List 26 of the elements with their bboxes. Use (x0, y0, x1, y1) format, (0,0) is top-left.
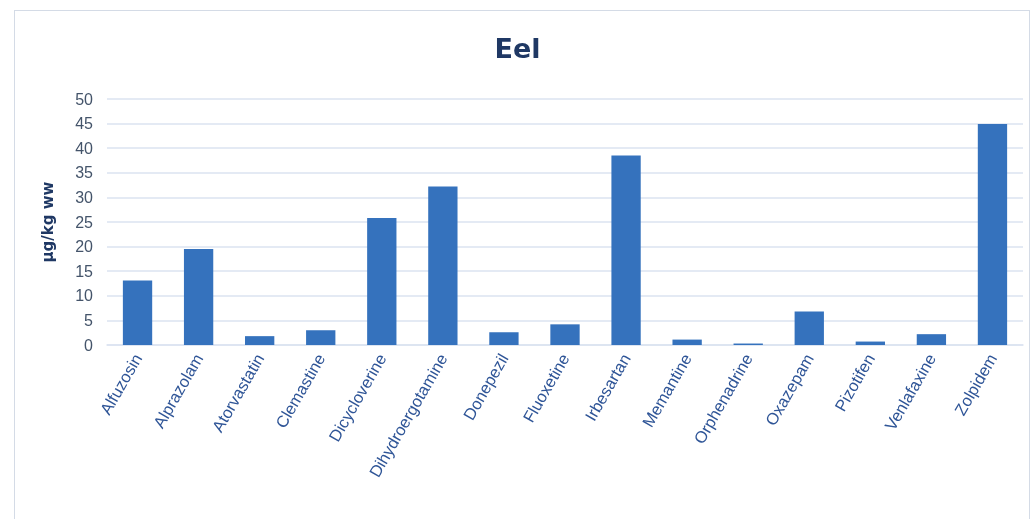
bar (916, 334, 947, 345)
chart-title: Eel (494, 33, 541, 64)
y-tick-label: 45 (75, 115, 94, 133)
y-tick-label: 10 (75, 287, 94, 305)
bar (550, 324, 580, 345)
y-tick-label: 30 (75, 188, 94, 206)
bar (489, 332, 519, 345)
bar (977, 124, 1008, 345)
y-tick-label: 15 (75, 262, 94, 280)
bar (794, 311, 824, 345)
bar (183, 249, 214, 345)
bar (428, 186, 458, 345)
bar (367, 218, 397, 345)
y-tick-label: 20 (75, 238, 94, 256)
bar (245, 336, 275, 345)
bar (306, 330, 336, 345)
bar (611, 155, 641, 345)
y-tick-label: 40 (75, 139, 94, 157)
bar (672, 339, 702, 345)
y-axis-title: µg/kg ww (38, 181, 57, 263)
y-tick-label: 50 (75, 90, 94, 108)
y-tick-label: 35 (75, 164, 94, 182)
y-tick-label: 25 (75, 213, 94, 231)
y-tick-label: 5 (84, 311, 94, 329)
y-tick-label: 0 (84, 336, 94, 354)
bar (122, 280, 153, 345)
